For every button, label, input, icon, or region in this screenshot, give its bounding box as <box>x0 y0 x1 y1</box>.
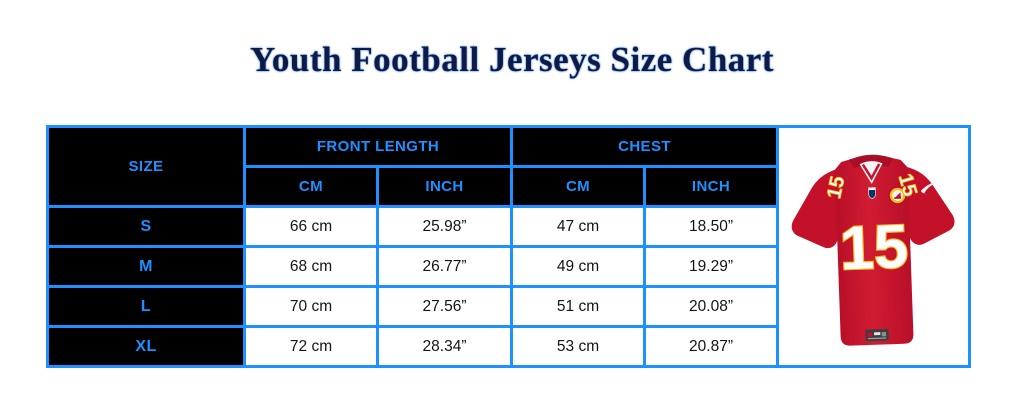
chest-cm-value: 53 cm <box>510 325 647 368</box>
front-cm-value: 72 cm <box>243 325 379 368</box>
jersey-shoulder-number-left: 15 <box>823 174 849 200</box>
front-inch-value: 27.56” <box>375 285 514 328</box>
nike-swoosh-icon <box>920 180 940 194</box>
chest-cm-value: 51 cm <box>510 285 647 328</box>
header-chest: CHEST <box>510 125 780 168</box>
team-patch-icon <box>888 186 906 204</box>
front-cm-value: 66 cm <box>243 205 379 248</box>
jersey-number: 15 <box>838 211 909 281</box>
jersey-vneck-trim <box>861 162 880 181</box>
header-row-units: CM INCH CM INCH <box>48 165 970 208</box>
front-inch-value: 25.98” <box>375 205 514 248</box>
table-row-s: S 66 cm 25.98” 47 cm 18.50” <box>46 205 970 248</box>
size-label: S <box>46 205 246 248</box>
header-front-inch: INCH <box>375 165 514 208</box>
header-front-cm: CM <box>243 165 379 208</box>
table-row-m: M 68 cm 26.77” 49 cm 19.29” <box>46 245 970 288</box>
header-chest-inch: INCH <box>643 165 780 208</box>
table-row-l: L 70 cm 27.56” 51 cm 20.08” <box>46 285 970 328</box>
jersey-image: 15 15 15 <box>791 154 955 346</box>
chest-cm-value: 49 cm <box>510 245 647 288</box>
jersey-right-sleeve <box>896 163 955 245</box>
chest-inch-value: 18.50” <box>643 205 780 248</box>
jersey-cell: 15 15 15 <box>776 125 972 368</box>
size-label: L <box>46 285 246 328</box>
front-inch-value: 28.34” <box>375 325 514 368</box>
size-label: XL <box>46 325 246 368</box>
nfl-shield-icon <box>867 186 876 199</box>
header-size: SIZE <box>46 125 246 208</box>
table-row-xl: XL 72 cm 28.34” 53 cm 20.87” <box>46 325 970 368</box>
front-cm-value: 70 cm <box>243 285 379 328</box>
header-row-groups: SIZE FRONT LENGTH CHEST <box>46 125 972 368</box>
header-chest-cm: CM <box>510 165 647 208</box>
front-cm-value: 68 cm <box>243 245 379 288</box>
front-inch-value: 26.77” <box>375 245 514 288</box>
chest-cm-value: 47 cm <box>510 205 647 248</box>
size-label: M <box>46 245 246 288</box>
header-front-length: FRONT LENGTH <box>242 125 514 168</box>
page-title: Youth Football Jerseys Size Chart <box>250 40 774 79</box>
jersey-left-sleeve <box>791 167 848 248</box>
chest-inch-value: 20.87” <box>643 325 780 368</box>
size-chart-table: SIZE FRONT LENGTH CHEST <box>46 125 972 368</box>
jersey-torso <box>834 156 913 346</box>
chest-inch-value: 19.29” <box>643 245 780 288</box>
chest-inch-value: 20.08” <box>643 285 780 328</box>
jersey-graphic: 15 15 15 <box>791 154 955 346</box>
jock-tag <box>864 328 889 341</box>
